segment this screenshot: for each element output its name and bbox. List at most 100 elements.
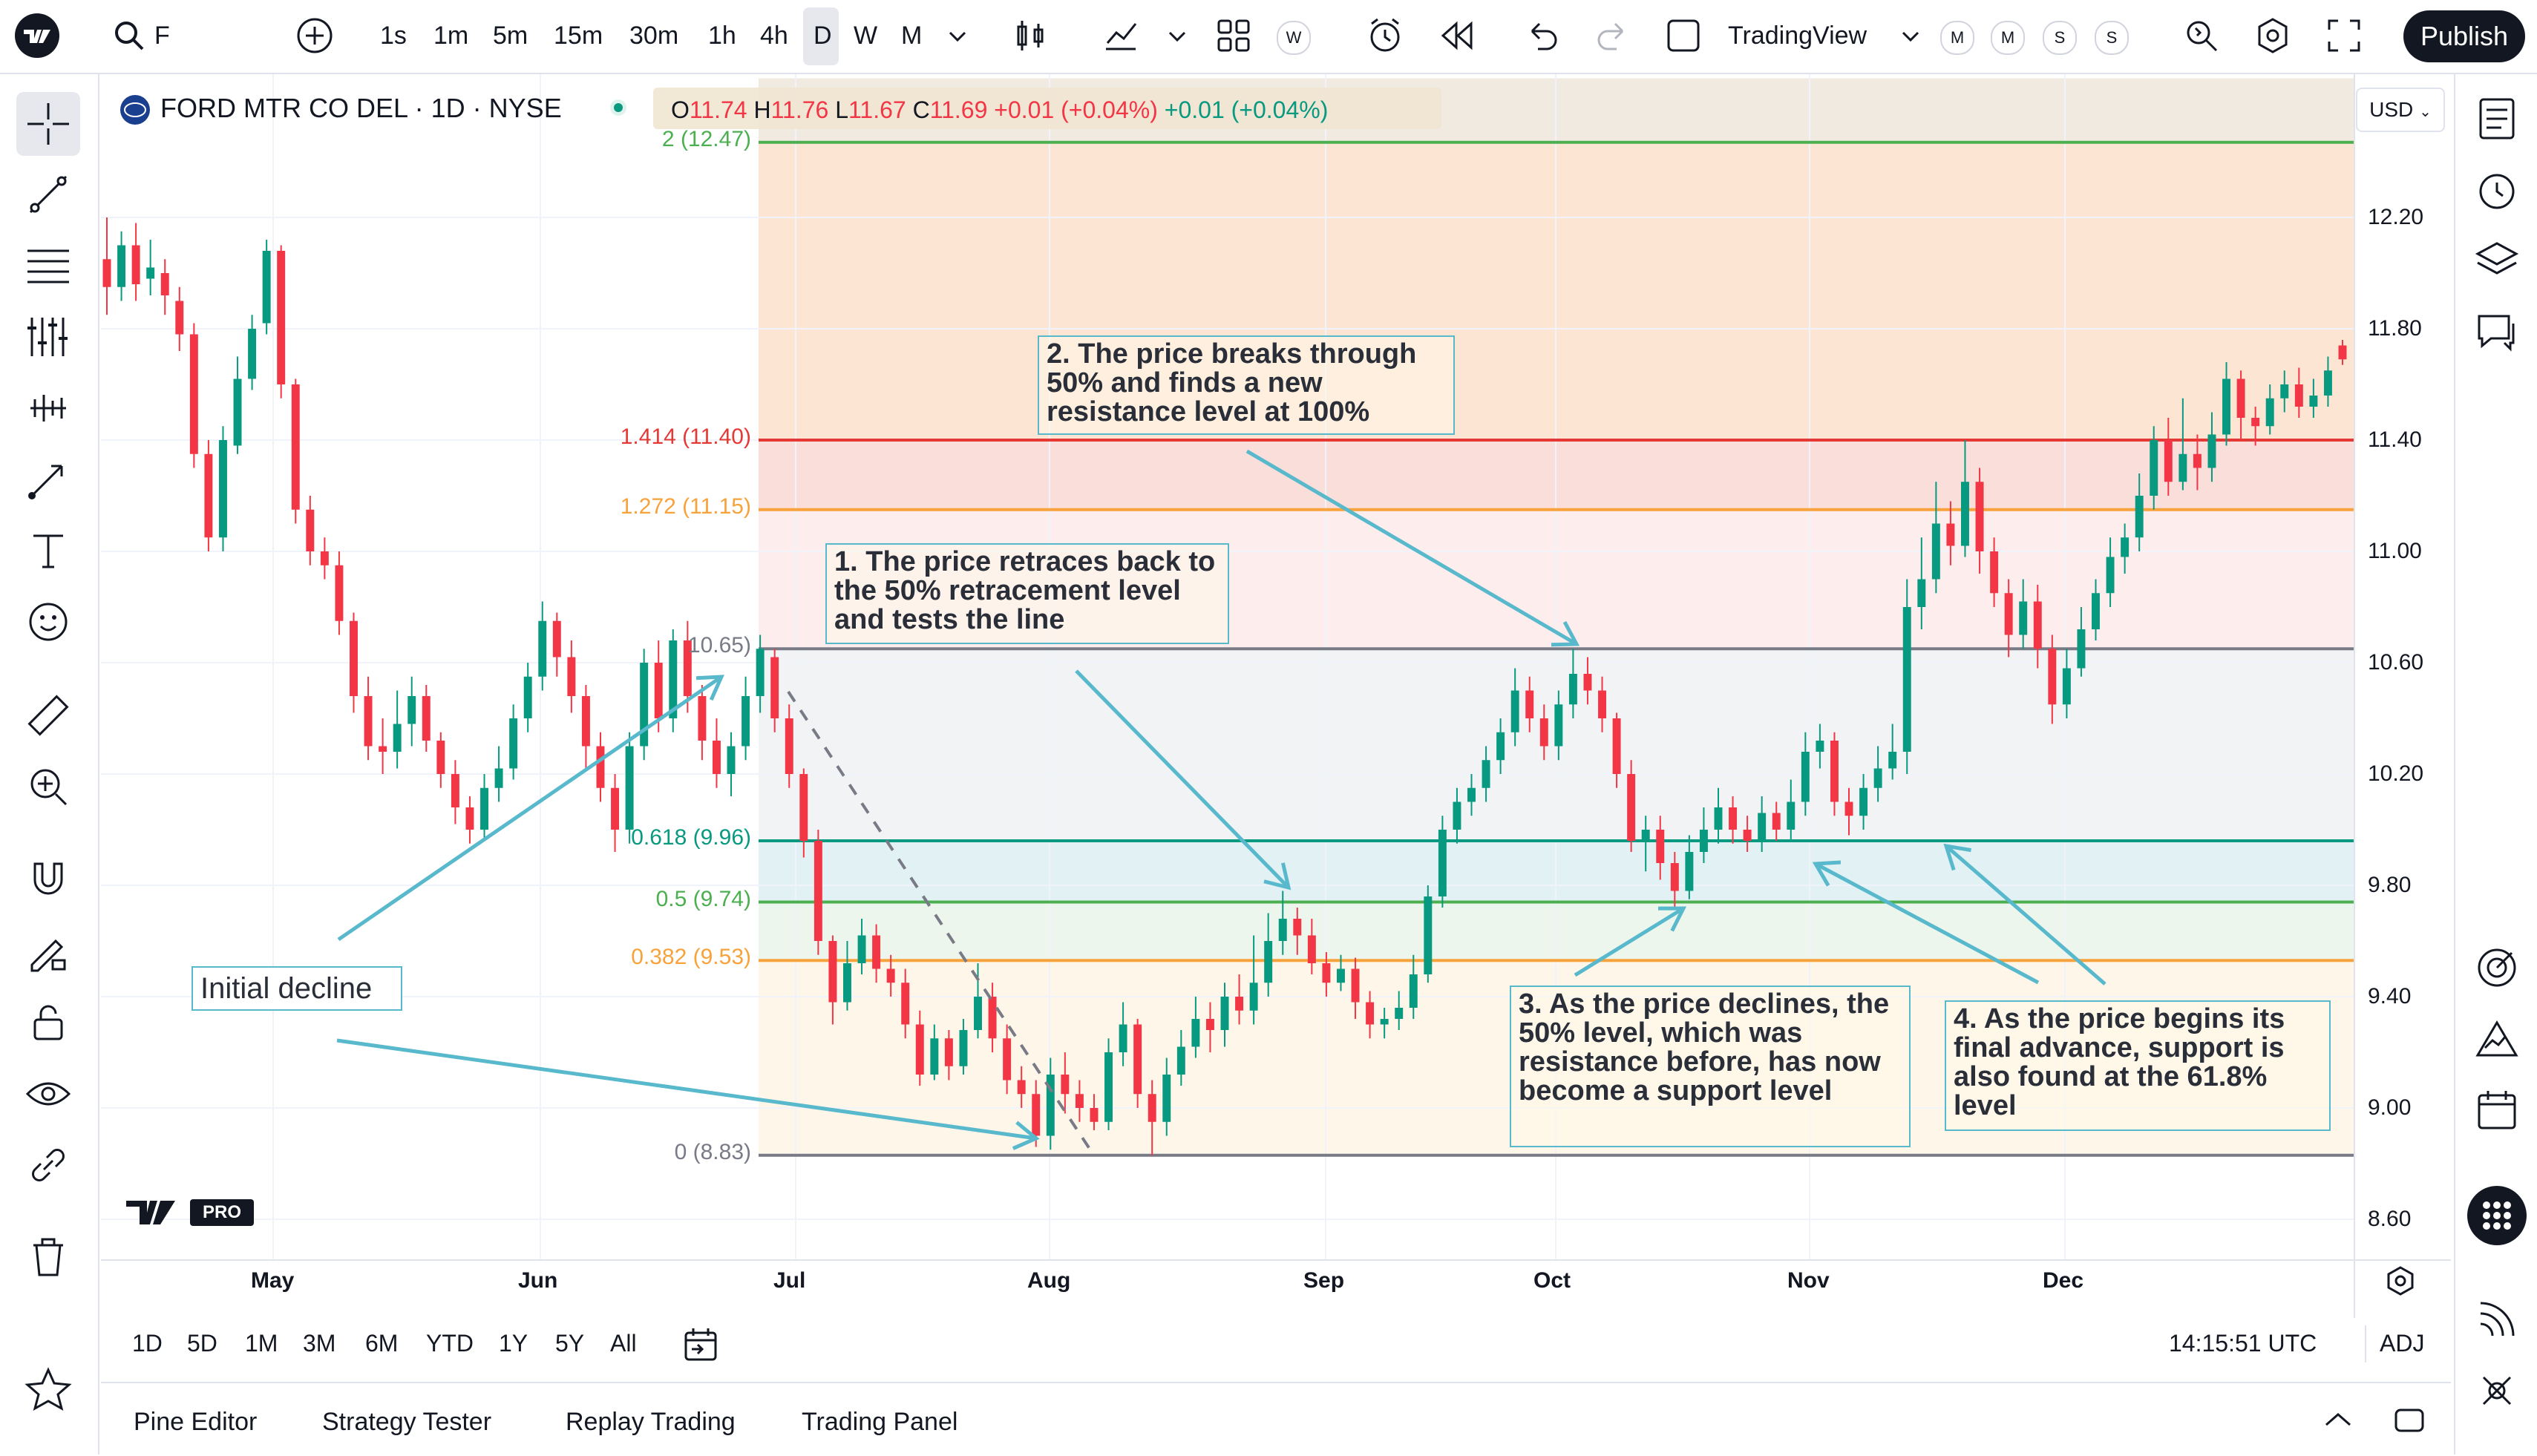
maximize-panel-icon[interactable] [2390,1401,2429,1440]
interval-d[interactable]: D [814,22,832,50]
range-6m[interactable]: 6M [365,1330,399,1357]
eye-icon[interactable] [24,1070,72,1118]
calendar-icon[interactable] [2473,1086,2521,1134]
session-badge[interactable]: S [2095,21,2129,55]
interval-30m[interactable]: 30m [629,22,679,50]
candle-body [1220,997,1229,1030]
tab-pine-editor[interactable]: Pine Editor [134,1408,258,1436]
range-ytd[interactable]: YTD [426,1330,474,1357]
session-badge[interactable]: M [1940,21,1974,55]
candle-body [2019,601,2028,635]
range-5y[interactable]: 5Y [555,1330,585,1357]
date-range-icon[interactable] [681,1325,720,1364]
note-4[interactable]: 4. As the price begins its final advance… [1945,1000,2331,1131]
interval-15m[interactable]: 15m [554,22,603,50]
replay-icon[interactable] [1437,16,1476,55]
price-tick: 11.40 [2368,427,2422,452]
target-icon[interactable] [2473,944,2521,991]
session-badge[interactable]: S [2043,21,2077,55]
brush-arrow-icon[interactable] [24,456,72,503]
alert-clock-icon[interactable] [1366,16,1404,55]
watchlist-icon[interactable] [2473,95,2521,142]
range-1m[interactable]: 1M [245,1330,278,1357]
interval-m[interactable]: M [901,22,923,50]
tab-replay-trading[interactable]: Replay Trading [566,1408,736,1436]
symbol-search[interactable]: F [154,22,170,50]
chevron-down-icon[interactable] [943,16,981,55]
ideas-icon[interactable] [2473,1015,2521,1063]
forecast-icon[interactable] [24,384,72,432]
tab-trading-panel[interactable]: Trading Panel [802,1408,958,1436]
interval-w[interactable]: W [854,22,878,50]
price-chart[interactable] [101,74,2451,1318]
range-1d[interactable]: 1D [132,1330,163,1357]
interval-badge[interactable]: W [1277,21,1311,55]
chevron-up-icon[interactable] [2319,1401,2357,1440]
tab-strategy-tester[interactable]: Strategy Tester [322,1408,492,1436]
stay-drawing-icon[interactable] [24,928,72,975]
redo-icon[interactable] [1593,16,1631,55]
link-icon[interactable] [24,1141,72,1189]
chevron-down-icon[interactable] [1896,16,1934,55]
quick-search-icon[interactable] [2182,16,2221,55]
note-initial-decline[interactable]: Initial decline [191,966,402,1011]
note-3[interactable]: 3. As the price declines, the 50% level,… [1510,986,1911,1147]
axis-settings-icon[interactable] [2384,1265,2417,1297]
layout-name[interactable]: TradingView [1728,22,1867,50]
text-tool-icon[interactable] [24,527,72,574]
layers-icon[interactable] [2473,237,2521,285]
help-icon[interactable] [2473,1367,2521,1414]
trash-icon[interactable] [24,1233,72,1281]
layout-square-icon[interactable] [1664,16,1703,55]
tradingview-logo-icon[interactable] [13,12,61,59]
interval-5m[interactable]: 5m [493,22,528,50]
alarm-clock-icon[interactable] [2473,166,2521,214]
chevron-down-icon[interactable] [1162,16,1201,55]
watchlist-star-icon[interactable] [24,1365,72,1413]
clock-utc[interactable]: 14:15:51 UTC [2169,1330,2317,1357]
indicators-icon[interactable] [1101,16,1140,55]
candle-body [712,741,721,774]
range-all[interactable]: All [610,1330,637,1357]
symbol-title[interactable]: FORD MTR CO DEL · 1D · NYSE [160,93,562,123]
fullscreen-icon[interactable] [2325,16,2363,55]
zoom-in-icon[interactable] [24,763,72,810]
interval-1m[interactable]: 1m [433,22,469,50]
candle-body [1816,741,1824,752]
interval-1h[interactable]: 1h [708,22,736,50]
candle-body [974,997,982,1030]
chat-icon[interactable] [2473,309,2521,356]
trend-line-icon[interactable] [24,171,72,218]
range-5d[interactable]: 5D [187,1330,217,1357]
range-3m[interactable]: 3M [303,1330,336,1357]
adj-toggle[interactable]: ADJ [2380,1330,2425,1357]
crosshair-icon[interactable] [24,100,72,148]
open-value: 11.74 [689,96,747,123]
publish-button[interactable]: Publish [2403,10,2525,62]
market-status-dot[interactable] [610,99,626,116]
candles-icon[interactable] [1011,16,1050,55]
emoji-icon[interactable] [24,598,72,646]
interval-1s[interactable]: 1s [380,22,407,50]
search-icon[interactable] [113,19,145,52]
undo-icon[interactable] [1523,16,1562,55]
note-2[interactable]: 2. The price breaks through 50% and find… [1038,335,1455,435]
candle-body [828,941,837,1003]
patterns-icon[interactable] [24,313,72,361]
apps-grid-icon[interactable] [2466,1184,2528,1247]
session-badge[interactable]: M [1991,21,2025,55]
settings-icon[interactable] [2253,16,2292,55]
interval-4h[interactable]: 4h [760,22,788,50]
range-1y[interactable]: 1Y [499,1330,528,1357]
stream-icon[interactable] [2473,1296,2521,1343]
fib-retracement-icon[interactable] [24,242,72,289]
candle-body [742,696,750,747]
templates-icon[interactable] [1214,16,1253,55]
currency-selector[interactable]: USD ⌄ [2356,88,2445,132]
ruler-icon[interactable] [24,692,72,739]
time-tick: Oct [1533,1268,1571,1293]
add-symbol-icon[interactable] [295,16,334,55]
lock-icon[interactable] [24,999,72,1046]
note-1[interactable]: 1. The price retraces back to the 50% re… [825,543,1229,644]
magnet-icon[interactable] [24,856,72,904]
